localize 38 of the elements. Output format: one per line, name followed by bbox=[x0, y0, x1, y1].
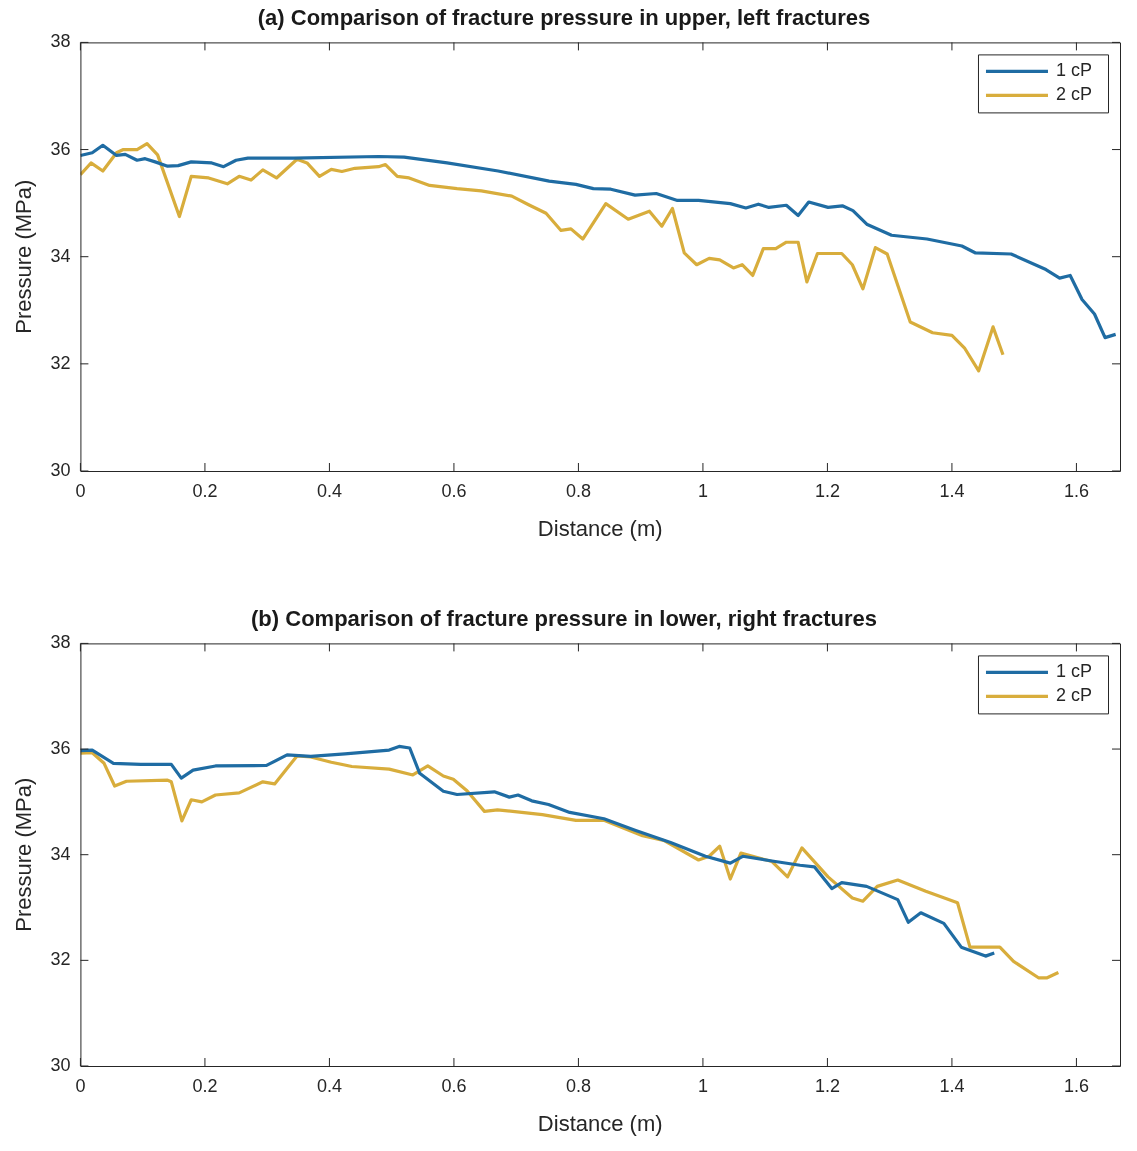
y-tick-label: 36 bbox=[50, 138, 71, 159]
x-tick-label: 0.2 bbox=[192, 1075, 218, 1096]
y-tick-label: 36 bbox=[50, 738, 71, 759]
x-tick-label: 1 bbox=[697, 1075, 708, 1096]
x-axis-title: Distance (m) bbox=[537, 515, 663, 541]
x-tick-label: 1.4 bbox=[939, 480, 965, 501]
x-tick-label: 0.6 bbox=[441, 480, 467, 501]
y-tick-label: 30 bbox=[50, 1054, 71, 1075]
x-tick-label: 0.4 bbox=[316, 480, 342, 501]
y-tick-label: 34 bbox=[50, 245, 71, 266]
x-tick-label: 0 bbox=[75, 480, 86, 501]
y-axis-title: Pressure (MPa) bbox=[11, 179, 37, 334]
y-tick-label: 32 bbox=[50, 949, 71, 970]
y-tick-label: 34 bbox=[50, 843, 71, 864]
x-tick-label: 0.8 bbox=[565, 480, 591, 501]
x-tick-label: 1 bbox=[697, 480, 708, 501]
x-tick-label: 0 bbox=[75, 1075, 86, 1096]
x-tick-label: 1.4 bbox=[939, 1075, 965, 1096]
x-axis-title: Distance (m) bbox=[537, 1110, 663, 1136]
legend-label: 1 cP bbox=[1055, 661, 1093, 682]
y-tick-label: 30 bbox=[50, 459, 71, 480]
x-tick-label: 0.2 bbox=[192, 480, 218, 501]
y-tick-label: 32 bbox=[50, 352, 71, 373]
x-tick-label: 0.8 bbox=[565, 1075, 591, 1096]
x-tick-label: 1.6 bbox=[1063, 1075, 1089, 1096]
x-tick-label: 0.6 bbox=[441, 1075, 467, 1096]
y-axis-title: Pressure (MPa) bbox=[11, 777, 37, 932]
x-tick-label: 1.2 bbox=[814, 1075, 840, 1096]
legend-label: 1 cP bbox=[1055, 60, 1093, 81]
y-tick-label: 38 bbox=[50, 632, 71, 653]
x-tick-label: 0.4 bbox=[316, 1075, 342, 1096]
x-tick-label: 1.2 bbox=[814, 480, 840, 501]
legend-label: 2 cP bbox=[1055, 84, 1093, 105]
legend-label: 2 cP bbox=[1055, 685, 1093, 706]
x-tick-label: 1.6 bbox=[1063, 480, 1089, 501]
y-tick-label: 38 bbox=[50, 31, 71, 52]
chart-title: (a) Comparison of fracture pressure in upper, left fractures bbox=[257, 5, 871, 31]
chart-title: (b) Comparison of fracture pressure in lower, right fractures bbox=[251, 606, 877, 632]
